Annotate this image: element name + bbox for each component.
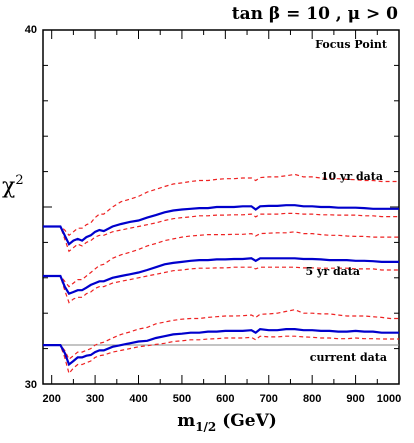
series-upper-5-yr-data: [43, 231, 399, 288]
x-tick-label-500: 500: [173, 393, 191, 405]
focus-point-label: Focus Point: [315, 38, 388, 51]
chart-title: tan β = 10 , μ > 0: [232, 4, 398, 24]
y-axis-label: χ2: [2, 173, 24, 199]
x-tick-label-300: 300: [86, 393, 104, 405]
x-axis-label-unit: (GeV): [216, 411, 277, 431]
series-layer: [43, 173, 399, 375]
y-tick-label-30: 30: [25, 379, 37, 391]
series-lower-5-yr-data: [43, 266, 399, 304]
x-tick-label-600: 600: [216, 393, 234, 405]
y-tick-marks: [43, 29, 399, 385]
series-line-10-yr-data: [43, 204, 399, 246]
x-tick-label-1000: 1000: [377, 393, 401, 405]
x-tick-label-700: 700: [260, 393, 278, 405]
series-upper-10-yr-data: [43, 173, 399, 237]
x-axis-label-main: m: [177, 411, 195, 431]
series-lower-current-data: [43, 335, 399, 375]
x-tick-marks: [51, 30, 400, 384]
x-tick-label-900: 900: [346, 393, 364, 405]
x-tick-label-400: 400: [129, 393, 147, 405]
y-axis-label-main: χ: [2, 174, 15, 199]
x-tick-labels: 200 300 400 500 600 700 800 900 1000: [43, 393, 402, 405]
annotation-5yr: 5 yr data: [305, 265, 360, 278]
y-axis-label-sup: 2: [15, 173, 23, 188]
x-tick-label-200: 200: [43, 393, 61, 405]
x-tick-label-800: 800: [303, 393, 321, 405]
x-axis-label: m1/2 (GeV): [177, 411, 277, 434]
y-tick-label-40: 40: [25, 24, 37, 36]
series-upper-current-data: [43, 309, 399, 361]
series-lower-10-yr-data: [43, 212, 399, 253]
x-axis-label-sub: 1/2: [195, 420, 216, 434]
series-line-current-data: [43, 327, 399, 367]
annotation-current: current data: [310, 351, 387, 364]
annotation-10yr: 10 yr data: [321, 170, 383, 183]
series-line-5-yr-data: [43, 257, 399, 296]
